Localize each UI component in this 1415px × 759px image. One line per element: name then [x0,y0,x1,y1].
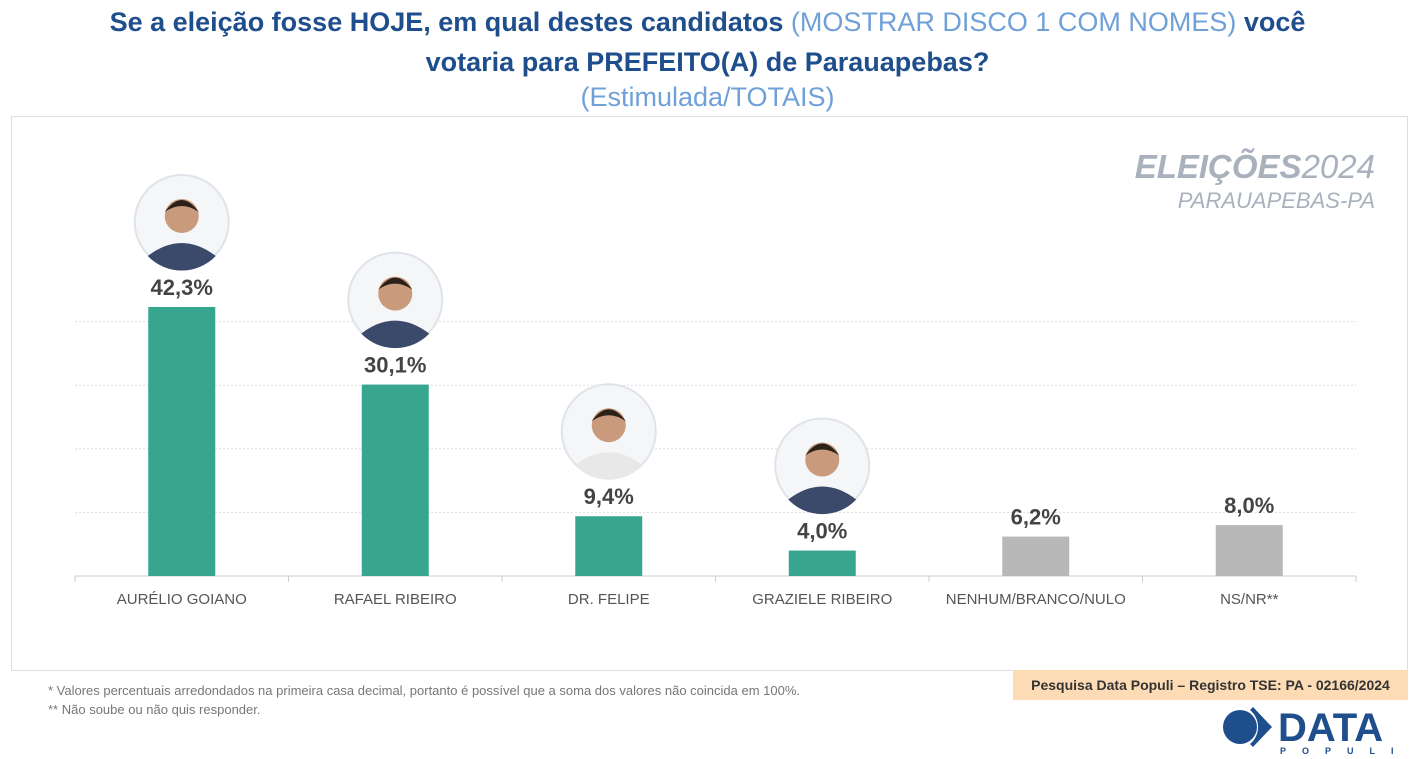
title-instruction: (MOSTRAR DISCO 1 COM NOMES) [790,7,1237,37]
chart-subtitle: (Estimulada/TOTAIS) [580,82,835,112]
source-label: Pesquisa Data Populi – Registro TSE: PA … [1013,670,1408,700]
candidate-body-icon [788,486,857,515]
category-label: AURÉLIO GOIANO [117,591,247,608]
candidate-body-icon [147,242,216,271]
svg-text:DATA: DATA [1278,706,1383,750]
chart-title: Se a eleição fosse HOJE, em qual destes … [0,2,1415,82]
data-label: 6,2% [1011,505,1061,530]
footnote-nsnr: ** Não soube ou não quis responder. [48,702,261,717]
data-label: 9,4% [584,484,634,509]
candidate-hair-icon [805,443,840,456]
candidate-body-icon [574,452,643,480]
data-label: 4,0% [797,519,847,544]
bar [1002,536,1070,576]
svg-text:POPULI: POPULI [1280,746,1400,755]
data-populi-logo: DATA POPULI [1223,706,1400,755]
category-label: DR. FELIPE [568,591,650,608]
brand-watermark: ELEIÇÕES2024 PARAUAPEBAS-PA [1135,148,1375,214]
category-label: GRAZIELE RIBEIRO [752,591,892,608]
bar [1215,525,1283,576]
brand-bold: ELEIÇÕES [1134,148,1302,185]
candidate-body-icon [361,320,430,349]
title-text-end: você [1236,7,1306,37]
candidate-hair-icon [591,409,626,422]
brand-year: 2024 [1301,148,1375,185]
title-line-2: votaria para PREFEITO(A) de Parauapebas? [425,47,990,77]
category-label: NS/NR** [1220,591,1279,608]
brand-place: PARAUAPEBAS-PA [1177,188,1375,213]
bar [788,550,856,576]
bar [361,384,429,576]
footnotes: * Valores percentuais arredondados na pr… [48,681,800,719]
candidate-hair-icon [378,277,413,290]
data-label: 8,0% [1224,493,1274,518]
data-label: 42,3% [151,275,213,300]
category-label: RAFAEL RIBEIRO [334,591,457,608]
category-label: NENHUM/BRANCO/NULO [946,591,1126,608]
title-text: Se a eleição fosse HOJE, em qual destes … [109,7,791,37]
candidate-hair-icon [164,199,199,212]
bar [575,516,643,576]
bar [148,306,216,576]
chart-frame [11,116,1408,671]
footnote-rounding: * Valores percentuais arredondados na pr… [48,683,801,698]
data-label: 30,1% [364,353,426,378]
